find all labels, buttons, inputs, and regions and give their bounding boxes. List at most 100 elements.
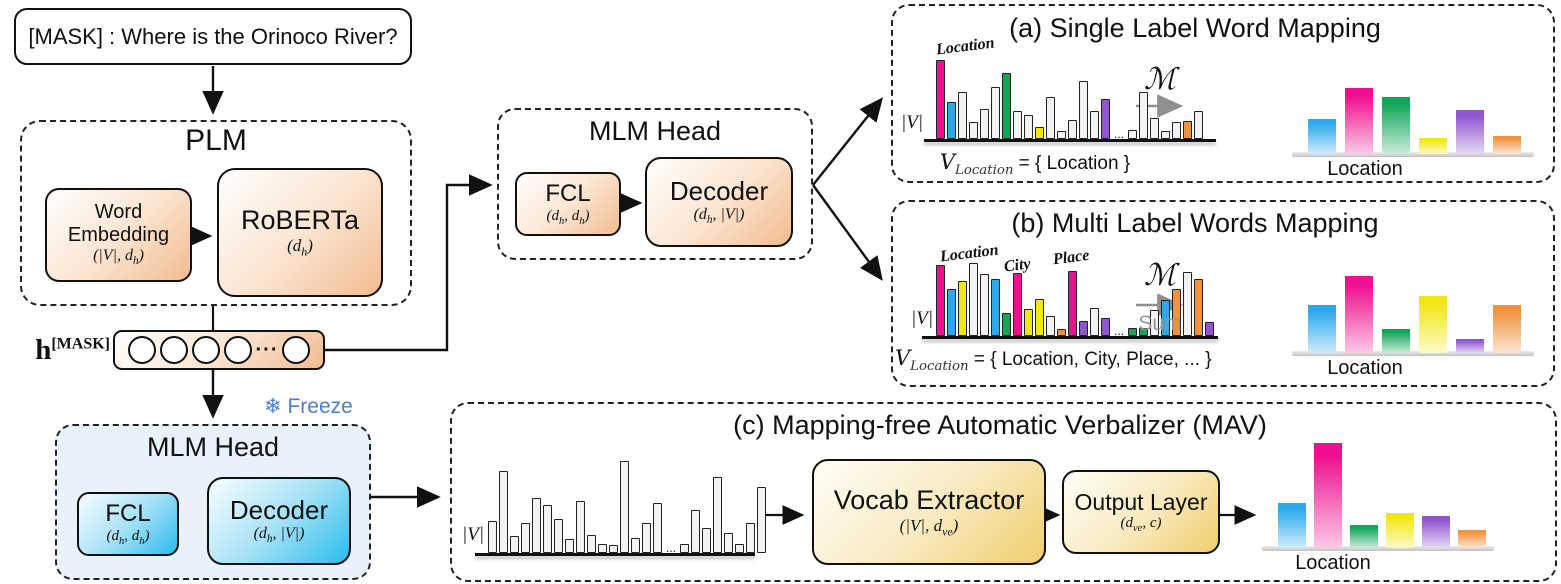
panel-a-title: (a) Single Label Word Mapping [1009,13,1381,43]
bar-green [1002,313,1011,336]
bar-white [980,274,989,336]
bar-white [1046,97,1055,139]
decoder-bottom-box: Decoder (dh, |V|) [207,477,351,565]
vocab-extractor-label: Vocab Extractor [833,484,1025,515]
fcl-bottom-label: FCL [105,500,151,528]
roberta-dims: (dh) [287,236,313,259]
panel-b-hist-tag-city: City [1003,255,1032,276]
roberta-box: RoBERTa (dh) [217,168,383,297]
bar-white [980,109,989,139]
bar-green [1128,328,1138,336]
decoder-bottom-dims: (dh, |V|) [253,525,305,546]
hidden-vector-label: h[MASK] [35,334,110,366]
bar-green [1382,329,1410,353]
bar-blue [947,289,956,336]
histogram-ellipsis: ... [1114,324,1125,338]
input-sentence-text: [MASK] : Where is the Orinoco River? [28,23,398,49]
bar-magenta [936,265,945,336]
formula-rhs: = { Location } [1013,153,1131,174]
panel-b-title: (b) Multi Label Words Mapping [1011,208,1379,238]
input-sentence-box: [MASK] : Where is the Orinoco River? [14,8,412,65]
histogram-ellipsis: ... [666,541,677,555]
bar-yellow [1419,138,1447,154]
vector-cell [223,336,252,364]
panel-c-output-label: Location [1295,552,1371,574]
mlm-head-bottom-title: MLM Head [146,432,280,462]
bar-orange [1458,530,1486,548]
fcl-bottom-dims: (dh, dh) [106,527,150,547]
bar-orange [1493,136,1521,154]
bar-yellow [1024,309,1033,336]
decoder-top-box: Decoder (dh, |V|) [645,157,793,247]
panel-a-hist-baseline [924,139,1216,142]
bar-white [1139,92,1149,139]
bar-white [1150,310,1160,336]
bar-white [691,510,701,553]
bar-white [713,477,723,553]
output-layer-box: Output Layer (dve, c) [1062,470,1220,554]
formula-subscript: Location [955,162,1014,178]
panel-c-vocab-axis-label: |V| [462,524,485,545]
vector-cell [127,336,156,364]
panel-c-histogram: ... [488,458,767,555]
formula-subscript: Location [910,358,969,374]
bar-white [1024,115,1033,139]
bar-purple [1079,321,1088,336]
plm-title: PLM [185,124,247,157]
bar-magenta [936,60,945,139]
script-v: V [895,346,911,370]
bar-blue [991,279,1000,336]
mlm-head-top-title: MLM Head [588,116,722,146]
panel-c-output-bars [1278,440,1486,548]
output-layer-dims: (dve, c) [1120,515,1162,535]
bar-yellow [958,281,967,336]
roberta-label: RoBERTa [240,205,360,236]
bar-white [543,505,552,553]
bar-white [642,523,651,553]
arrow-mlmtop-to-panel-b [812,184,883,281]
panel-c-title: (c) Mapping-free Automatic Verbalizer (M… [733,410,1267,440]
bar-white [587,535,596,553]
fcl-top-dims: (dh, dh) [546,207,590,227]
bar-white [958,92,967,139]
bar-white [746,523,756,553]
panel-a-mapping-symbol: ℳ [1143,62,1177,97]
fcl-top-box: FCL (dh, dh) [515,172,621,236]
bar-white [1161,131,1171,139]
panel-b-sum-label: Sum [1138,312,1182,335]
bar-yellow [1035,299,1044,336]
bar-yellow [1035,127,1044,139]
bar-magenta [1068,271,1077,336]
panel-b-output-baseline [1292,351,1534,356]
bar-blue [1308,305,1336,353]
panel-c-output-baseline [1262,546,1494,551]
panel-b-mapping-symbol: ℳ [1143,258,1177,293]
bar-white [680,544,690,553]
word-embedding-dims: (|V|, dh) [93,247,144,268]
panel-b-vocab-axis-label: |V| [911,308,934,329]
bar-white [554,519,563,553]
panel-a-container [891,4,1555,183]
bar-white [565,539,574,553]
bar-orange [1057,329,1066,336]
bar-yellow [1419,296,1447,353]
bar-white [653,503,662,553]
bar-white [1013,111,1022,139]
bar-white [1128,130,1138,139]
bar-purple [1456,110,1484,154]
panel-a-output-baseline [1292,152,1534,157]
bar-white [1046,316,1055,336]
bar-white [598,544,607,553]
output-layer-label: Output Layer [1074,488,1208,515]
bar-white [1194,111,1204,139]
decoder-top-dims: (dh, |V|) [693,206,745,227]
bar-white [1068,120,1077,139]
formula-rhs: = { Location, City, Place, ... } [968,349,1212,370]
bar-white [631,538,640,553]
bar-magenta [1345,88,1373,154]
panel-a-histogram: ... [936,57,1204,141]
bar-white [620,461,629,553]
bar-green [1382,97,1410,154]
histogram-ellipsis: ... [1114,127,1125,141]
